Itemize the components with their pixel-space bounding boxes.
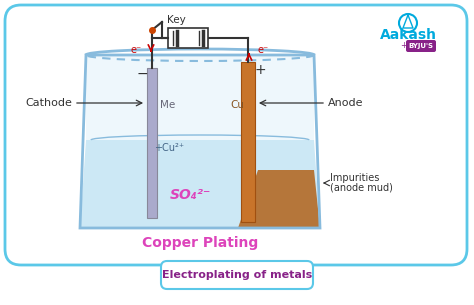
Text: Cathode: Cathode [25,98,72,108]
FancyBboxPatch shape [406,40,436,52]
Bar [147,68,157,218]
Text: Key: Key [167,15,186,25]
Text: Copper Plating: Copper Plating [142,236,258,250]
Bar [168,28,208,48]
Text: +Cu²⁺: +Cu²⁺ [154,143,184,153]
FancyBboxPatch shape [5,5,467,265]
Text: BYJU'S: BYJU'S [409,43,434,49]
Text: Electroplating of metals: Electroplating of metals [162,270,312,280]
FancyBboxPatch shape [161,261,313,289]
Text: SO₄²⁻: SO₄²⁻ [169,188,210,202]
Polygon shape [80,140,320,228]
Text: Aakash: Aakash [380,28,437,42]
Polygon shape [86,55,314,140]
Text: Impurities: Impurities [330,173,379,183]
Polygon shape [238,170,320,228]
Bar [241,62,255,222]
Text: e⁻: e⁻ [258,45,269,55]
Text: Cu: Cu [230,100,244,110]
Text: Anode: Anode [328,98,364,108]
Text: +: + [254,63,266,77]
Text: Me: Me [160,100,175,110]
Text: e⁻: e⁻ [131,45,142,55]
Text: −: − [136,67,148,81]
Text: (anode mud): (anode mud) [330,183,393,193]
Text: +: + [401,41,408,51]
